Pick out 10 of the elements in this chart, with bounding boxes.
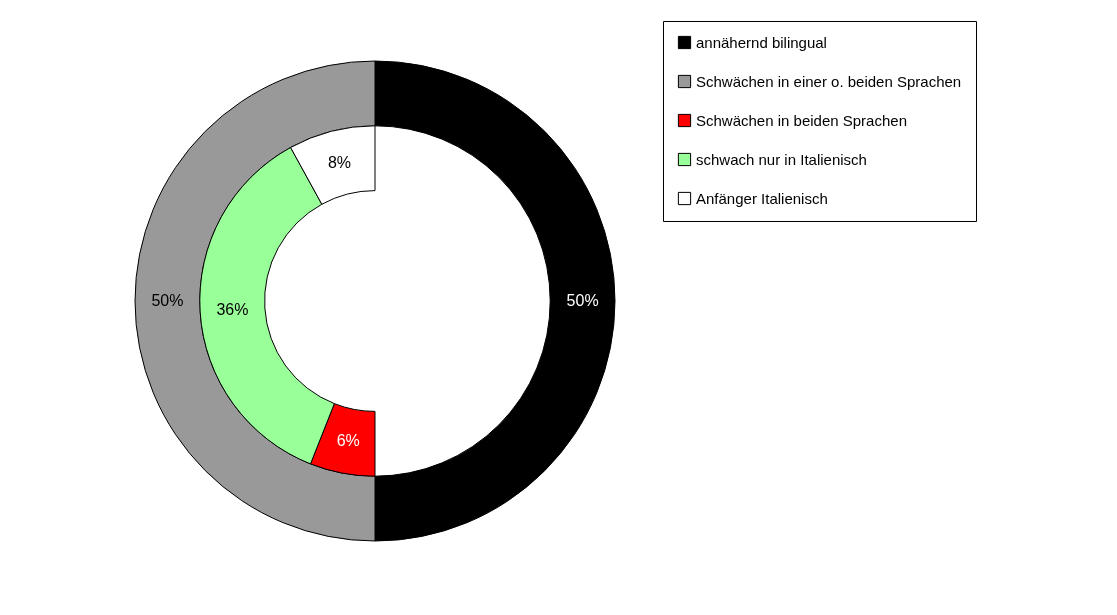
legend-label: annähernd bilingual (696, 33, 827, 51)
legend-label: Schwächen in einer o. beiden Sprachen (696, 72, 962, 90)
data-label: 50% (566, 292, 599, 309)
data-label: 36% (216, 300, 249, 318)
data-label: 50% (151, 292, 184, 309)
data-label: 8% (327, 153, 352, 171)
legend-label: Anfänger Italienisch (696, 189, 828, 207)
data-label: 6% (336, 432, 360, 450)
legend-label: Schwächen in beiden Sprachen (696, 111, 907, 129)
legend-label: schwach nur in Italienisch (696, 150, 867, 168)
